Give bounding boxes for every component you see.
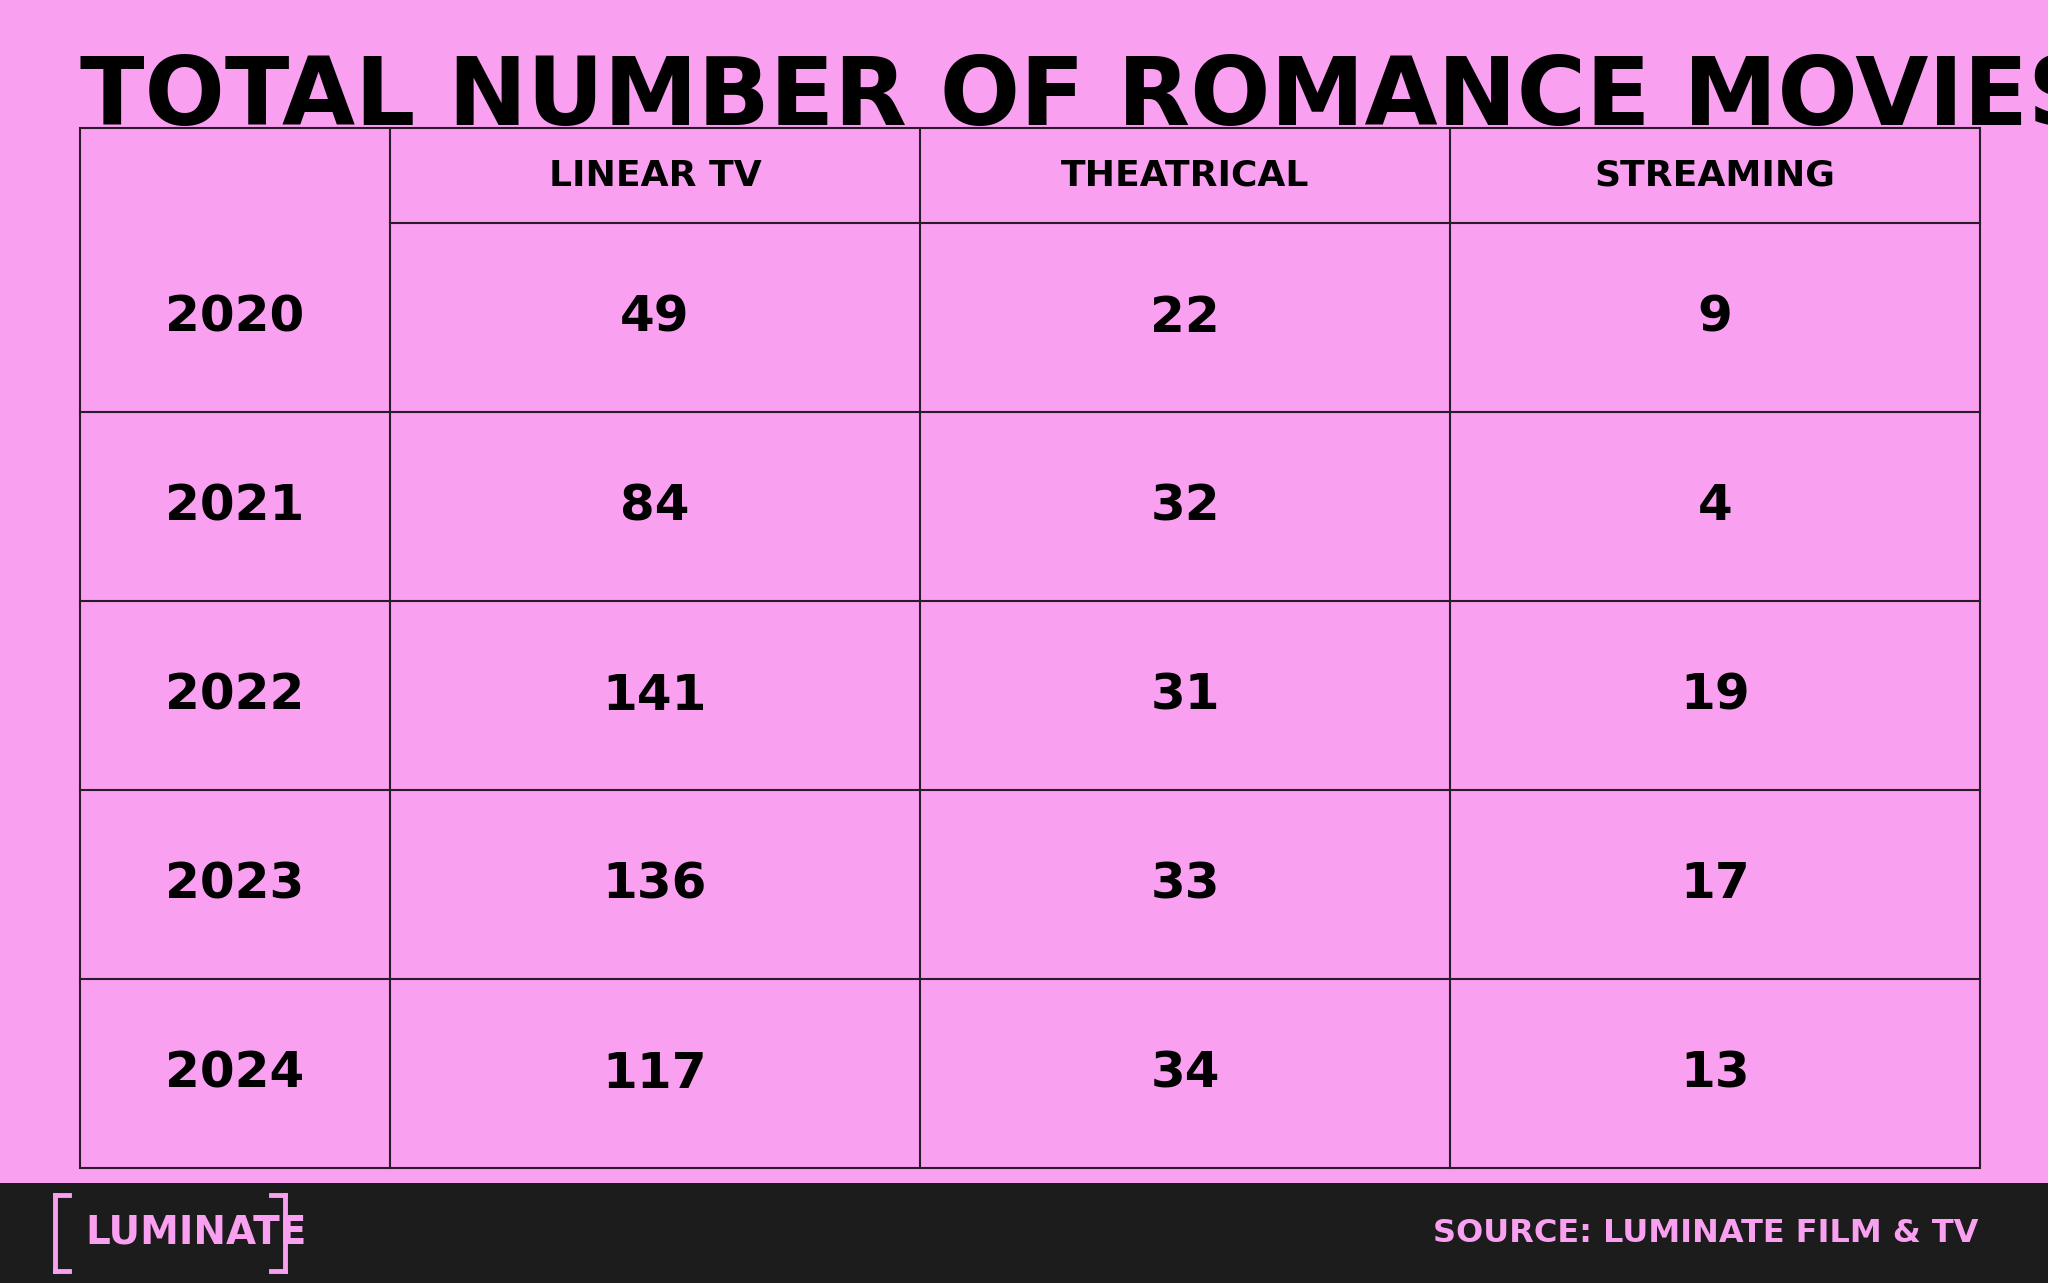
Text: 141: 141	[602, 671, 707, 720]
Text: 136: 136	[602, 861, 707, 908]
Text: 2020: 2020	[166, 294, 305, 341]
Text: 2022: 2022	[166, 671, 305, 720]
Text: 32: 32	[1151, 482, 1221, 530]
Text: TOTAL NUMBER OF ROMANCE MOVIES BY YEAR: TOTAL NUMBER OF ROMANCE MOVIES BY YEAR	[80, 53, 2048, 145]
Text: 9: 9	[1698, 294, 1733, 341]
Text: 49: 49	[621, 294, 690, 341]
Text: 2023: 2023	[166, 861, 305, 908]
Text: THEATRICAL: THEATRICAL	[1061, 159, 1309, 192]
Text: STREAMING: STREAMING	[1595, 159, 1835, 192]
Bar	[0, 1183, 2048, 1283]
Text: SOURCE: LUMINATE FILM & TV: SOURCE: LUMINATE FILM & TV	[1434, 1218, 1978, 1248]
Text: 117: 117	[602, 1049, 707, 1097]
Text: 31: 31	[1151, 671, 1221, 720]
Text: 19: 19	[1679, 671, 1749, 720]
Text: 13: 13	[1679, 1049, 1749, 1097]
Text: LINEAR TV: LINEAR TV	[549, 159, 762, 192]
Text: 2021: 2021	[166, 482, 305, 530]
Text: 2024: 2024	[166, 1049, 305, 1097]
Text: 33: 33	[1151, 861, 1221, 908]
Text: 17: 17	[1679, 861, 1749, 908]
Bar	[80, 128, 1980, 1168]
Text: 84: 84	[621, 482, 690, 530]
Text: 22: 22	[1151, 294, 1221, 341]
Text: 34: 34	[1151, 1049, 1221, 1097]
Text: 4: 4	[1698, 482, 1733, 530]
Text: LUMINATE: LUMINATE	[86, 1214, 307, 1252]
